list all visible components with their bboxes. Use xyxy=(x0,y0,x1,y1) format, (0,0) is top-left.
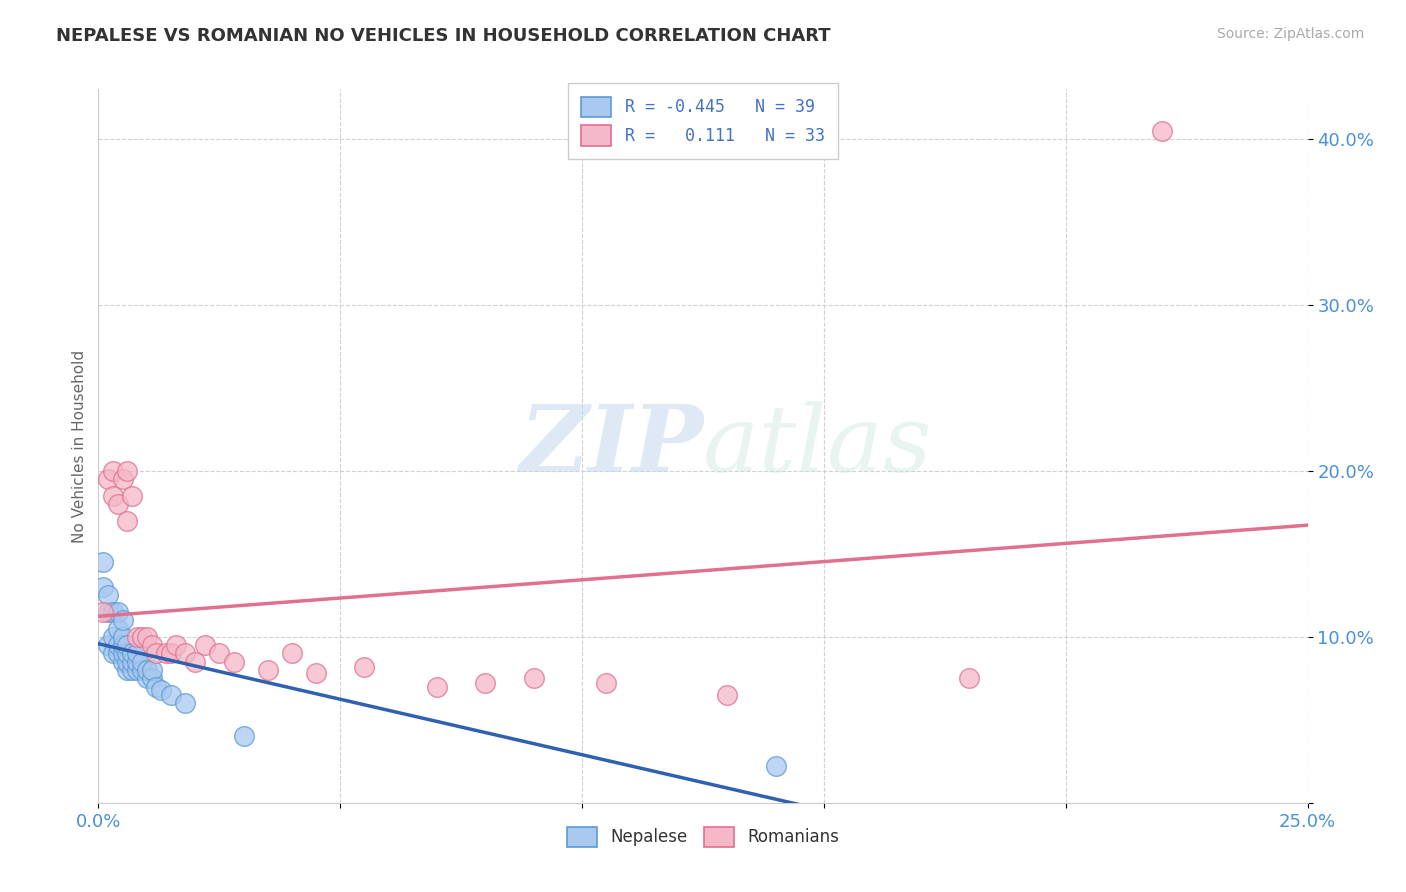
Point xyxy=(145,647,167,661)
Point xyxy=(117,647,139,661)
Point xyxy=(101,464,124,478)
Point xyxy=(165,638,187,652)
Point xyxy=(111,630,134,644)
Point xyxy=(222,655,245,669)
Point xyxy=(135,630,157,644)
Text: atlas: atlas xyxy=(703,401,932,491)
Point xyxy=(107,605,129,619)
Point xyxy=(97,638,120,652)
Point xyxy=(174,647,197,661)
Point xyxy=(117,638,139,652)
Point xyxy=(127,655,149,669)
Point xyxy=(107,497,129,511)
Point xyxy=(353,659,375,673)
Point xyxy=(111,647,134,661)
Point xyxy=(117,514,139,528)
Point xyxy=(141,638,163,652)
Point xyxy=(117,464,139,478)
Point xyxy=(91,605,114,619)
Point xyxy=(426,680,449,694)
Point xyxy=(160,647,183,661)
Point xyxy=(107,647,129,661)
Point xyxy=(97,588,120,602)
Point xyxy=(101,489,124,503)
Point xyxy=(97,605,120,619)
Text: Source: ZipAtlas.com: Source: ZipAtlas.com xyxy=(1216,27,1364,41)
Point xyxy=(174,696,197,710)
Point xyxy=(101,647,124,661)
Point xyxy=(155,647,177,661)
Point xyxy=(127,630,149,644)
Point xyxy=(121,655,143,669)
Point xyxy=(97,472,120,486)
Point xyxy=(111,472,134,486)
Point xyxy=(1152,124,1174,138)
Point xyxy=(131,655,153,669)
Point xyxy=(523,671,546,685)
Point xyxy=(184,655,207,669)
Point xyxy=(111,638,134,652)
Point xyxy=(107,622,129,636)
Y-axis label: No Vehicles in Household: No Vehicles in Household xyxy=(72,350,87,542)
Point xyxy=(101,630,124,644)
Point xyxy=(111,655,134,669)
Point xyxy=(150,682,173,697)
Point xyxy=(121,647,143,661)
Point xyxy=(127,647,149,661)
Point xyxy=(135,663,157,677)
Point xyxy=(957,671,980,685)
Point xyxy=(232,730,254,744)
Point xyxy=(141,671,163,685)
Point xyxy=(281,647,304,661)
Legend: Nepalese, Romanians: Nepalese, Romanians xyxy=(555,815,851,859)
Point xyxy=(474,676,496,690)
Point xyxy=(145,680,167,694)
Point xyxy=(107,638,129,652)
Point xyxy=(131,663,153,677)
Point xyxy=(91,555,114,569)
Point xyxy=(101,605,124,619)
Point xyxy=(121,489,143,503)
Text: NEPALESE VS ROMANIAN NO VEHICLES IN HOUSEHOLD CORRELATION CHART: NEPALESE VS ROMANIAN NO VEHICLES IN HOUS… xyxy=(56,27,831,45)
Point xyxy=(117,655,139,669)
Point xyxy=(117,663,139,677)
Point xyxy=(131,630,153,644)
Point xyxy=(194,638,217,652)
Point xyxy=(305,666,328,681)
Point xyxy=(141,663,163,677)
Point xyxy=(91,580,114,594)
Point xyxy=(256,663,278,677)
Point xyxy=(127,663,149,677)
Text: ZIP: ZIP xyxy=(519,401,703,491)
Point xyxy=(111,613,134,627)
Point xyxy=(135,671,157,685)
Point xyxy=(208,647,231,661)
Point xyxy=(595,676,617,690)
Point xyxy=(160,688,183,702)
Point xyxy=(121,663,143,677)
Point xyxy=(765,759,787,773)
Point xyxy=(716,688,738,702)
